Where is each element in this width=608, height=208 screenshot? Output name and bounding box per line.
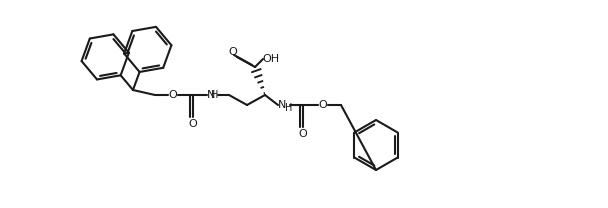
Text: O: O	[319, 100, 327, 110]
Text: O: O	[168, 90, 178, 100]
Text: O: O	[188, 119, 198, 129]
Text: O: O	[229, 47, 237, 57]
Text: O: O	[299, 129, 308, 139]
Text: N: N	[278, 100, 286, 110]
Text: H: H	[285, 103, 292, 113]
Text: OH: OH	[263, 54, 280, 64]
Text: N: N	[207, 90, 215, 100]
Text: H: H	[212, 90, 219, 100]
